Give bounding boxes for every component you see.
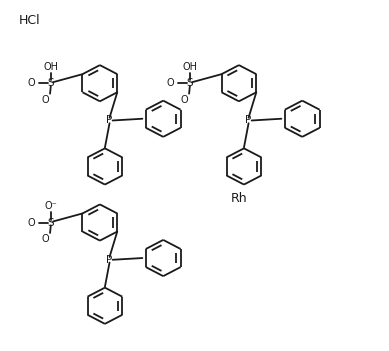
Text: S: S — [47, 78, 54, 88]
Text: O: O — [167, 78, 174, 88]
Text: S: S — [187, 78, 193, 88]
Text: O: O — [180, 95, 188, 105]
Text: S: S — [47, 218, 54, 227]
Text: HCl: HCl — [19, 14, 40, 27]
Text: OH: OH — [43, 61, 58, 72]
Text: O: O — [28, 78, 35, 88]
Text: P: P — [107, 115, 113, 125]
Text: O⁻: O⁻ — [44, 201, 57, 211]
Text: OH: OH — [182, 61, 197, 72]
Text: P: P — [245, 115, 252, 125]
Text: P: P — [107, 255, 113, 265]
Text: O: O — [42, 234, 49, 244]
Text: O: O — [28, 218, 35, 227]
Text: O: O — [42, 95, 49, 105]
Text: Rh: Rh — [231, 192, 247, 205]
